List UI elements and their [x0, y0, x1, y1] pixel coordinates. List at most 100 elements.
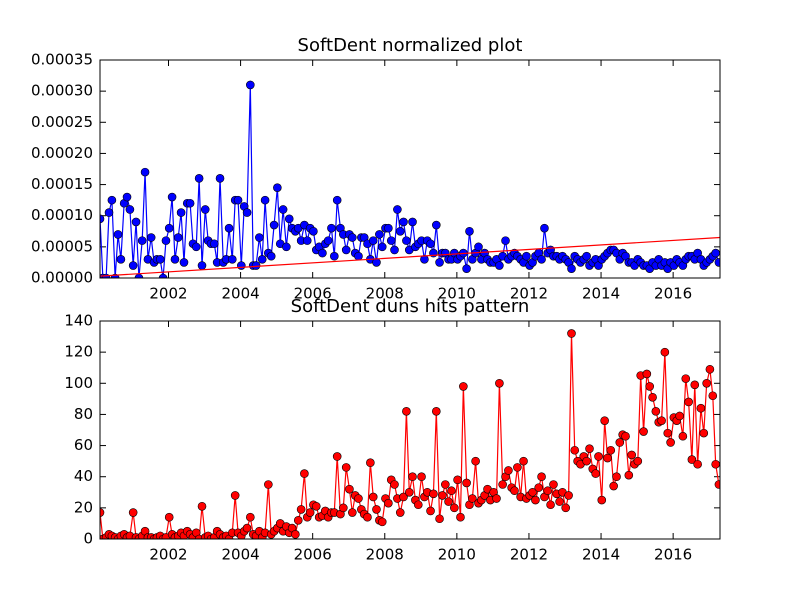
marker — [140, 167, 150, 177]
marker — [435, 258, 444, 267]
marker — [404, 487, 414, 497]
marker — [714, 258, 720, 267]
marker — [375, 230, 384, 239]
marker — [537, 472, 546, 482]
marker — [368, 236, 378, 245]
y-tick-label: 0.00025 — [31, 113, 93, 131]
marker — [681, 374, 691, 383]
marker — [675, 411, 684, 421]
marker — [100, 508, 105, 517]
marker — [651, 407, 661, 416]
marker — [567, 329, 576, 338]
marker — [100, 214, 105, 224]
marker — [386, 236, 396, 245]
marker — [122, 192, 132, 202]
marker — [302, 236, 312, 245]
marker — [426, 239, 435, 249]
x-tick-label: 2006 — [294, 546, 332, 564]
marker — [354, 494, 363, 503]
marker — [284, 214, 294, 224]
marker — [341, 463, 351, 472]
marker — [549, 480, 558, 489]
marker — [435, 514, 444, 524]
marker — [606, 445, 616, 455]
marker — [705, 364, 715, 374]
chart-title: SoftDent normalized plot — [298, 35, 523, 56]
marker — [513, 463, 522, 472]
marker — [113, 230, 123, 239]
marker — [702, 378, 711, 388]
marker — [384, 223, 393, 233]
marker — [242, 208, 252, 217]
marker — [246, 512, 255, 522]
marker — [495, 261, 504, 270]
marker — [678, 431, 688, 441]
marker — [255, 233, 264, 242]
marker — [164, 223, 174, 233]
marker — [696, 403, 706, 413]
marker — [197, 261, 207, 270]
y-tick-label: 80 — [74, 405, 93, 423]
x-tick-label: 2004 — [221, 546, 259, 564]
marker — [377, 517, 387, 527]
marker — [561, 503, 571, 513]
marker — [543, 486, 552, 496]
marker — [242, 523, 252, 533]
marker — [395, 508, 405, 517]
marker — [567, 264, 576, 273]
marker — [282, 242, 291, 252]
y-tick-label: 0.00005 — [31, 237, 93, 255]
marker — [711, 248, 720, 258]
marker — [627, 450, 636, 460]
y-tick-label: 0.00010 — [31, 206, 93, 224]
x-tick-label: 2010 — [438, 285, 476, 303]
marker — [399, 217, 408, 227]
marker — [498, 480, 507, 489]
marker — [441, 480, 450, 489]
marker — [408, 472, 417, 482]
marker — [227, 255, 237, 264]
marker — [173, 233, 183, 242]
marker — [495, 378, 504, 388]
x-tick-label: 2012 — [510, 285, 548, 303]
marker — [377, 242, 387, 252]
marker — [348, 233, 357, 242]
x-tick-label: 2004 — [221, 285, 259, 303]
marker — [155, 255, 165, 264]
marker — [372, 505, 381, 514]
marker — [465, 226, 474, 236]
marker — [462, 478, 471, 488]
marker — [293, 516, 303, 525]
marker — [330, 251, 339, 261]
marker — [318, 248, 327, 258]
marker — [128, 508, 138, 517]
marker — [714, 480, 720, 489]
marker — [384, 498, 393, 508]
marker — [639, 427, 648, 436]
chart-title: SoftDent duns hits pattern — [291, 296, 530, 317]
marker — [474, 242, 483, 252]
marker — [660, 347, 670, 357]
marker — [167, 192, 177, 202]
marker — [432, 220, 441, 230]
marker — [699, 428, 709, 438]
marker — [459, 382, 468, 391]
marker — [395, 226, 405, 236]
marker — [194, 174, 204, 183]
x-tick-label: 2016 — [654, 546, 692, 564]
marker — [311, 501, 321, 511]
x-tick-label: 2008 — [366, 285, 404, 303]
marker — [522, 251, 531, 261]
marker — [666, 438, 675, 447]
marker — [161, 236, 171, 245]
marker — [450, 503, 459, 513]
y-tick-label: 0.00000 — [31, 269, 93, 287]
x-tick-label: 2002 — [149, 546, 187, 564]
marker — [468, 494, 477, 503]
marker — [594, 452, 603, 461]
x-tick-label: 2016 — [654, 285, 692, 303]
marker — [417, 472, 426, 482]
marker — [645, 382, 655, 391]
marker — [510, 486, 519, 496]
marker — [300, 469, 309, 478]
